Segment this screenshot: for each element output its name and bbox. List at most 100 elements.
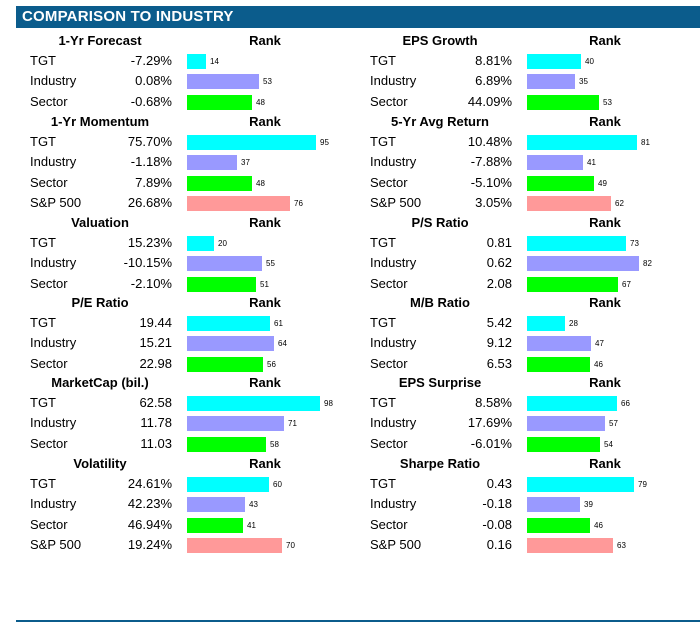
rank-bar-s-p-500 xyxy=(527,537,613,553)
row-value-sector: 2.08 xyxy=(486,275,512,291)
rank-value-industry: 55 xyxy=(266,259,275,269)
row-value-industry: 9.12 xyxy=(486,335,512,351)
rank-value-sector: 56 xyxy=(267,359,276,369)
rank-value-industry: 57 xyxy=(609,419,618,429)
rank-header: Rank xyxy=(589,215,621,230)
rank-header: Rank xyxy=(589,114,621,129)
row-label-sector: Sector xyxy=(30,516,68,532)
rank-bar-industry xyxy=(527,497,580,513)
row-value-industry: 17.69% xyxy=(467,415,512,431)
rank-value-sector: 48 xyxy=(256,97,265,107)
rank-bar-industry xyxy=(187,256,262,272)
rank-bar-sector xyxy=(187,175,252,191)
row-value-tgt: 0.43 xyxy=(486,476,512,491)
rank-header: Rank xyxy=(589,375,621,390)
row-label-tgt: TGT xyxy=(30,235,56,250)
panel-title: 1-Yr Momentum xyxy=(50,114,150,129)
panel-title: Volatility xyxy=(73,456,127,471)
row-label-tgt: TGT xyxy=(30,134,56,149)
rank-bar-sector xyxy=(527,436,600,452)
row-value-tgt: 10.48% xyxy=(467,134,512,149)
rank-value-tgt: 61 xyxy=(274,319,283,328)
panel-title: Sharpe Ratio xyxy=(399,456,481,471)
rank-bar-tgt xyxy=(527,396,617,411)
rank-value-industry: 53 xyxy=(263,77,272,87)
row-value-industry: -10.15% xyxy=(123,255,172,271)
row-label-sector: Sector xyxy=(370,275,408,291)
row-value-industry: 0.62 xyxy=(486,255,512,271)
rank-bar-industry xyxy=(527,74,575,90)
rank-value-industry: 37 xyxy=(241,158,250,168)
row-label-tgt: TGT xyxy=(370,134,396,149)
row-label-sector: Sector xyxy=(370,435,408,451)
row-label-industry: Industry xyxy=(370,415,417,431)
panel-title: P/S Ratio xyxy=(411,215,469,230)
rank-value-sector: 58 xyxy=(270,439,279,449)
rank-bar-tgt xyxy=(187,477,269,492)
panel-eps-growth: EPS Growth Rank TGT 8.81% 40 Industry 6.89% 35 S… xyxy=(340,33,680,114)
panel-1-yr-momentum: 1-Yr Momentum Rank TGT 75.70% 95 Industry -1.1… xyxy=(0,114,340,215)
row-label-industry: Industry xyxy=(370,335,417,351)
rank-value-industry: 41 xyxy=(587,158,596,168)
rank-header: Rank xyxy=(249,456,281,471)
row-label-sector: Sector xyxy=(30,435,68,451)
row-value-industry: 6.89% xyxy=(475,73,512,89)
row-value-sector: -5.10% xyxy=(470,174,512,190)
rank-bar-tgt xyxy=(527,54,581,69)
row-value-tgt: 15.23% xyxy=(127,235,172,250)
rank-header: Rank xyxy=(249,215,281,230)
rank-value-industry: 82 xyxy=(643,259,652,269)
row-value-industry: 11.78 xyxy=(140,415,172,431)
rank-value-tgt: 81 xyxy=(641,138,650,147)
row-value-tgt: -7.29% xyxy=(130,53,172,68)
row-value-sector: -2.10% xyxy=(130,275,172,291)
rank-bar-tgt xyxy=(527,477,634,492)
row-label-industry: Industry xyxy=(30,496,77,512)
rank-value-tgt: 28 xyxy=(569,319,578,328)
rank-value-industry: 47 xyxy=(595,339,604,349)
row-label-sector: Sector xyxy=(370,93,408,109)
row-value-tgt: 0.81 xyxy=(486,235,512,250)
rank-header: Rank xyxy=(589,456,621,471)
row-value-s-p-500: 26.68% xyxy=(127,194,172,210)
row-value-industry: 42.23% xyxy=(127,496,172,512)
panel-p-e-ratio: P/E Ratio Rank TGT 19.44 61 Industry 15.21 64 Se… xyxy=(0,295,340,376)
rank-value-tgt: 95 xyxy=(320,138,329,147)
rank-bar-s-p-500 xyxy=(187,195,290,211)
row-value-tgt: 24.61% xyxy=(127,476,172,491)
panel-title: 1-Yr Forecast xyxy=(58,33,142,48)
panel-title: Valuation xyxy=(71,215,129,230)
row-label-industry: Industry xyxy=(370,73,417,89)
row-label-s-p-500: S&P 500 xyxy=(30,194,82,210)
rank-bar-sector xyxy=(527,517,590,533)
row-label-sector: Sector xyxy=(30,93,68,109)
rank-bar-tgt xyxy=(187,236,214,251)
rank-bar-industry xyxy=(527,256,639,272)
rank-bar-tgt xyxy=(187,54,206,69)
row-label-industry: Industry xyxy=(30,73,77,89)
row-value-sector: 22.98 xyxy=(139,355,172,371)
row-label-tgt: TGT xyxy=(30,476,56,491)
rank-bar-industry xyxy=(527,336,591,352)
rank-bar-sector xyxy=(527,356,590,372)
header-bar xyxy=(16,6,700,28)
row-label-sector: Sector xyxy=(370,516,408,532)
rank-bar-sector xyxy=(187,356,263,372)
rank-value-industry: 71 xyxy=(288,419,297,429)
rank-value-tgt: 73 xyxy=(630,239,639,248)
row-label-tgt: TGT xyxy=(370,53,396,68)
rank-value-tgt: 40 xyxy=(585,57,594,66)
row-label-tgt: TGT xyxy=(370,395,396,410)
row-value-industry: 15.21 xyxy=(139,335,172,351)
row-label-sector: Sector xyxy=(30,275,68,291)
row-value-sector: -6.01% xyxy=(470,435,512,451)
rank-bar-industry xyxy=(187,497,245,513)
rank-bar-sector xyxy=(187,94,252,110)
rank-value-s-p-500: 63 xyxy=(617,540,626,550)
rank-bar-industry xyxy=(187,155,237,171)
row-value-s-p-500: 0.16 xyxy=(486,536,512,552)
row-value-tgt: 8.81% xyxy=(475,53,512,68)
row-value-sector: -0.68% xyxy=(130,93,172,109)
rank-bar-industry xyxy=(527,416,605,432)
